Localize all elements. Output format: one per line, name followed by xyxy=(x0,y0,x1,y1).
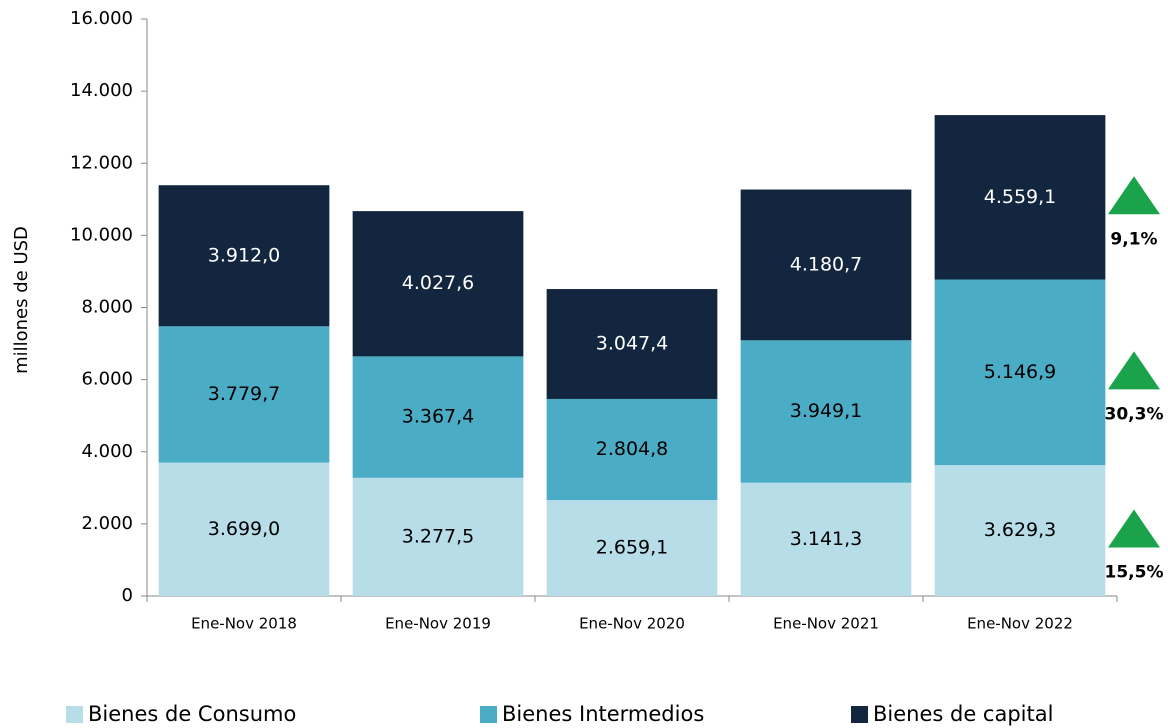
data-label: 2.659,1 xyxy=(596,537,669,559)
data-label: 3.779,7 xyxy=(208,383,281,405)
bar-segment xyxy=(546,289,718,399)
data-label: 3.912,0 xyxy=(208,244,281,266)
bar-segment xyxy=(934,465,1106,596)
legend-swatch xyxy=(851,706,868,723)
annotation: 9,1% xyxy=(1110,229,1157,249)
legend-swatch xyxy=(66,706,83,723)
data-label: 3.367,4 xyxy=(402,406,475,428)
bar-segment xyxy=(740,482,912,596)
legend-label: Bienes de capital xyxy=(873,702,1053,726)
y-tick-label: 6.000 xyxy=(81,369,133,390)
y-tick-label: 10.000 xyxy=(70,224,133,245)
annotation: 15,5% xyxy=(1105,563,1164,583)
annotation: 30,3% xyxy=(1105,404,1164,424)
bar-segment xyxy=(158,185,330,327)
bar-segment xyxy=(740,340,912,483)
bar-segment xyxy=(352,356,524,478)
bar-segment xyxy=(158,326,330,463)
bar-segment xyxy=(546,500,718,596)
bar-segment xyxy=(352,211,524,357)
bar-segment xyxy=(934,115,1106,280)
data-label: 2.804,8 xyxy=(596,438,669,460)
y-axis-label: millones de USD xyxy=(11,226,32,374)
data-label: 3.277,5 xyxy=(402,525,475,547)
bar-segment xyxy=(934,279,1106,466)
data-label: 3.949,1 xyxy=(790,400,863,422)
y-tick-label: 0 xyxy=(122,585,133,606)
x-tick-label: Ene-Nov 2021 xyxy=(773,615,879,633)
y-tick-label: 12.000 xyxy=(70,152,133,173)
x-tick-label: Ene-Nov 2020 xyxy=(579,615,685,633)
bar-segment xyxy=(546,398,718,501)
y-tick-label: 16.000 xyxy=(70,8,133,29)
legend-swatch xyxy=(480,706,497,723)
y-tick-label: 4.000 xyxy=(81,441,133,462)
x-tick-label: Ene-Nov 2019 xyxy=(385,615,491,633)
data-label: 3.141,3 xyxy=(790,528,863,550)
y-tick-label: 8.000 xyxy=(81,297,133,318)
data-label: 3.629,3 xyxy=(984,519,1057,541)
trend-arrow xyxy=(1108,509,1160,548)
bar-segment xyxy=(352,477,524,596)
data-label: 3.699,0 xyxy=(208,518,281,540)
y-tick-label: 14.000 xyxy=(70,80,133,101)
data-label: 4.027,6 xyxy=(402,272,475,294)
data-label: 4.559,1 xyxy=(984,186,1057,208)
y-tick-label: 2.000 xyxy=(81,513,133,534)
legend-label: Bienes de Consumo xyxy=(88,702,296,726)
trend-arrow xyxy=(1108,351,1160,390)
bar-segment xyxy=(740,189,912,341)
data-label: 4.180,7 xyxy=(790,253,863,275)
x-tick-label: Ene-Nov 2022 xyxy=(967,615,1073,633)
data-label: 5.146,9 xyxy=(984,361,1057,383)
x-tick-label: Ene-Nov 2018 xyxy=(191,615,297,633)
trend-arrow xyxy=(1108,176,1160,215)
legend-label: Bienes Intermedios xyxy=(502,702,704,726)
bar-segment xyxy=(158,462,330,596)
data-label: 3.047,4 xyxy=(596,333,669,355)
